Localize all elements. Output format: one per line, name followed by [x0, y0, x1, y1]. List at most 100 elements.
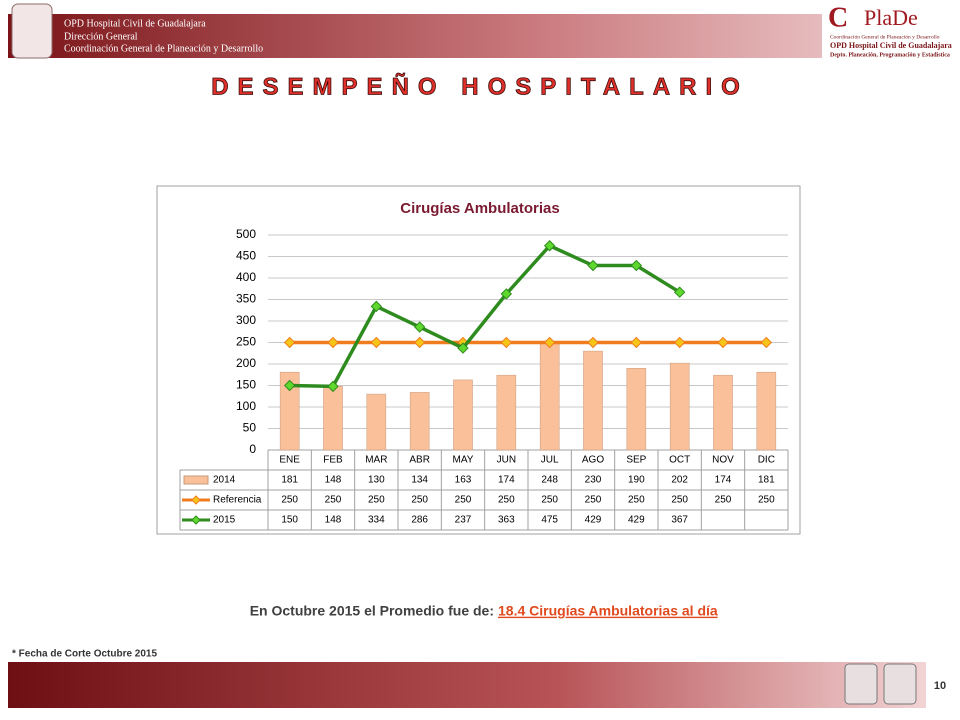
x-tick-label: SEP — [626, 455, 646, 466]
chart: 0 50 100 150 200 250 300 350 400 450 500 ENE FEB MAR A… — [179, 227, 789, 531]
y-tick-label: 500 — [236, 227, 256, 241]
marker — [327, 380, 339, 393]
table-value: 250 — [671, 495, 688, 506]
table-value: 250 — [368, 495, 385, 506]
x-tick-label: AGO — [582, 455, 604, 466]
bar — [279, 371, 300, 451]
x-tick-label: JUL — [541, 455, 559, 466]
marker — [630, 336, 643, 349]
page-number: 10 — [934, 680, 946, 692]
x-tick-label: NOV — [712, 455, 734, 466]
table-value: 429 — [628, 515, 645, 526]
x-tick-label: ENE — [279, 455, 300, 466]
marker — [500, 288, 513, 300]
table-value: 250 — [325, 495, 342, 506]
logo-line: Coordinación General de Planeación y Des… — [830, 34, 940, 40]
x-tick-label: JUN — [497, 455, 516, 466]
y-tick-label: 300 — [236, 313, 256, 327]
marker — [413, 321, 426, 333]
x-tick-label: OCT — [669, 455, 690, 466]
marker — [673, 336, 686, 349]
table-value: 250 — [281, 495, 298, 506]
legend-label: 2015 — [213, 515, 236, 526]
bar — [496, 374, 517, 451]
line — [289, 243, 681, 389]
marker — [587, 259, 599, 272]
bar — [669, 362, 690, 451]
footer-logo — [844, 663, 878, 705]
logo-word: PlaDe — [864, 5, 918, 30]
table-value: 250 — [715, 495, 732, 506]
table-value: 174 — [498, 475, 515, 486]
x-tick-label: DIC — [758, 455, 775, 466]
chart-frame — [156, 185, 801, 535]
table-value: 250 — [758, 495, 775, 506]
table-value: 367 — [671, 515, 688, 526]
legend-label: 2014 — [213, 475, 236, 486]
marker — [413, 336, 426, 349]
marker — [760, 336, 773, 349]
table-value: 475 — [541, 515, 558, 526]
table-value: 190 — [628, 475, 645, 486]
table-value: 163 — [455, 475, 472, 486]
y-tick-label: 200 — [236, 356, 256, 370]
x-tick-label: MAY — [453, 455, 474, 466]
footnote: * Fecha de Corte Octubre 2015 — [12, 649, 157, 660]
y-tick-label: 350 — [236, 292, 256, 306]
summary-highlight: 18.4 Cirugías Ambulatorias al día — [498, 603, 718, 619]
table-value: 174 — [715, 475, 732, 486]
y-tick-label: 400 — [236, 270, 256, 284]
bar — [713, 374, 733, 451]
marker — [500, 336, 513, 349]
marker — [717, 336, 729, 349]
table-value: 250 — [498, 495, 515, 506]
bar — [409, 392, 430, 451]
table-value: 237 — [455, 515, 472, 526]
table-value: 250 — [541, 495, 558, 506]
y-tick-label: 100 — [236, 399, 256, 413]
table-value: 181 — [281, 475, 298, 486]
y-tick-label: 250 — [236, 335, 256, 349]
table-value: 202 — [671, 475, 688, 486]
y-tick-label: 150 — [236, 378, 256, 392]
table-value: 230 — [585, 475, 602, 486]
summary-text: En Octubre 2015 el Promedio fue de: — [250, 603, 494, 619]
header-bar — [8, 14, 952, 58]
table-value: 148 — [325, 475, 342, 486]
header-line: Coordinación General de Planeación y Des… — [64, 43, 263, 54]
y-tick-label: 50 — [243, 421, 257, 435]
table-value: 250 — [628, 495, 645, 506]
bar — [626, 368, 647, 451]
table-value: 429 — [585, 515, 602, 526]
right-logo-box — [822, 4, 954, 64]
table-value: 250 — [455, 495, 472, 506]
table-value: 248 — [541, 475, 558, 486]
x-tick-label: MAR — [365, 455, 387, 466]
legend-marker — [191, 495, 201, 505]
x-tick-label: FEB — [323, 455, 343, 466]
marker — [543, 240, 556, 252]
legend-marker — [191, 515, 201, 525]
logo-initial: C — [828, 2, 848, 33]
marker — [370, 300, 383, 313]
table-value: 150 — [281, 515, 298, 526]
marker — [543, 336, 556, 349]
bar — [583, 350, 603, 451]
table-value: 181 — [758, 475, 775, 486]
footer-bar — [8, 662, 926, 708]
marker — [457, 342, 469, 354]
marker — [370, 336, 383, 349]
table-value: 250 — [411, 495, 428, 506]
left-logo — [11, 3, 53, 59]
table-value: 148 — [325, 515, 342, 526]
table-value: 130 — [368, 475, 385, 486]
logo-line: Depto. Planeación, Programación y Estadí… — [830, 52, 950, 58]
y-tick-label: 0 — [249, 442, 256, 456]
table-value: 363 — [498, 515, 515, 526]
marker — [673, 286, 686, 298]
bar — [323, 386, 343, 451]
legend-label: Referencia — [213, 495, 262, 506]
header-line: OPD Hospital Civil de Guadalajara — [64, 18, 206, 29]
table-value: 334 — [368, 515, 385, 526]
